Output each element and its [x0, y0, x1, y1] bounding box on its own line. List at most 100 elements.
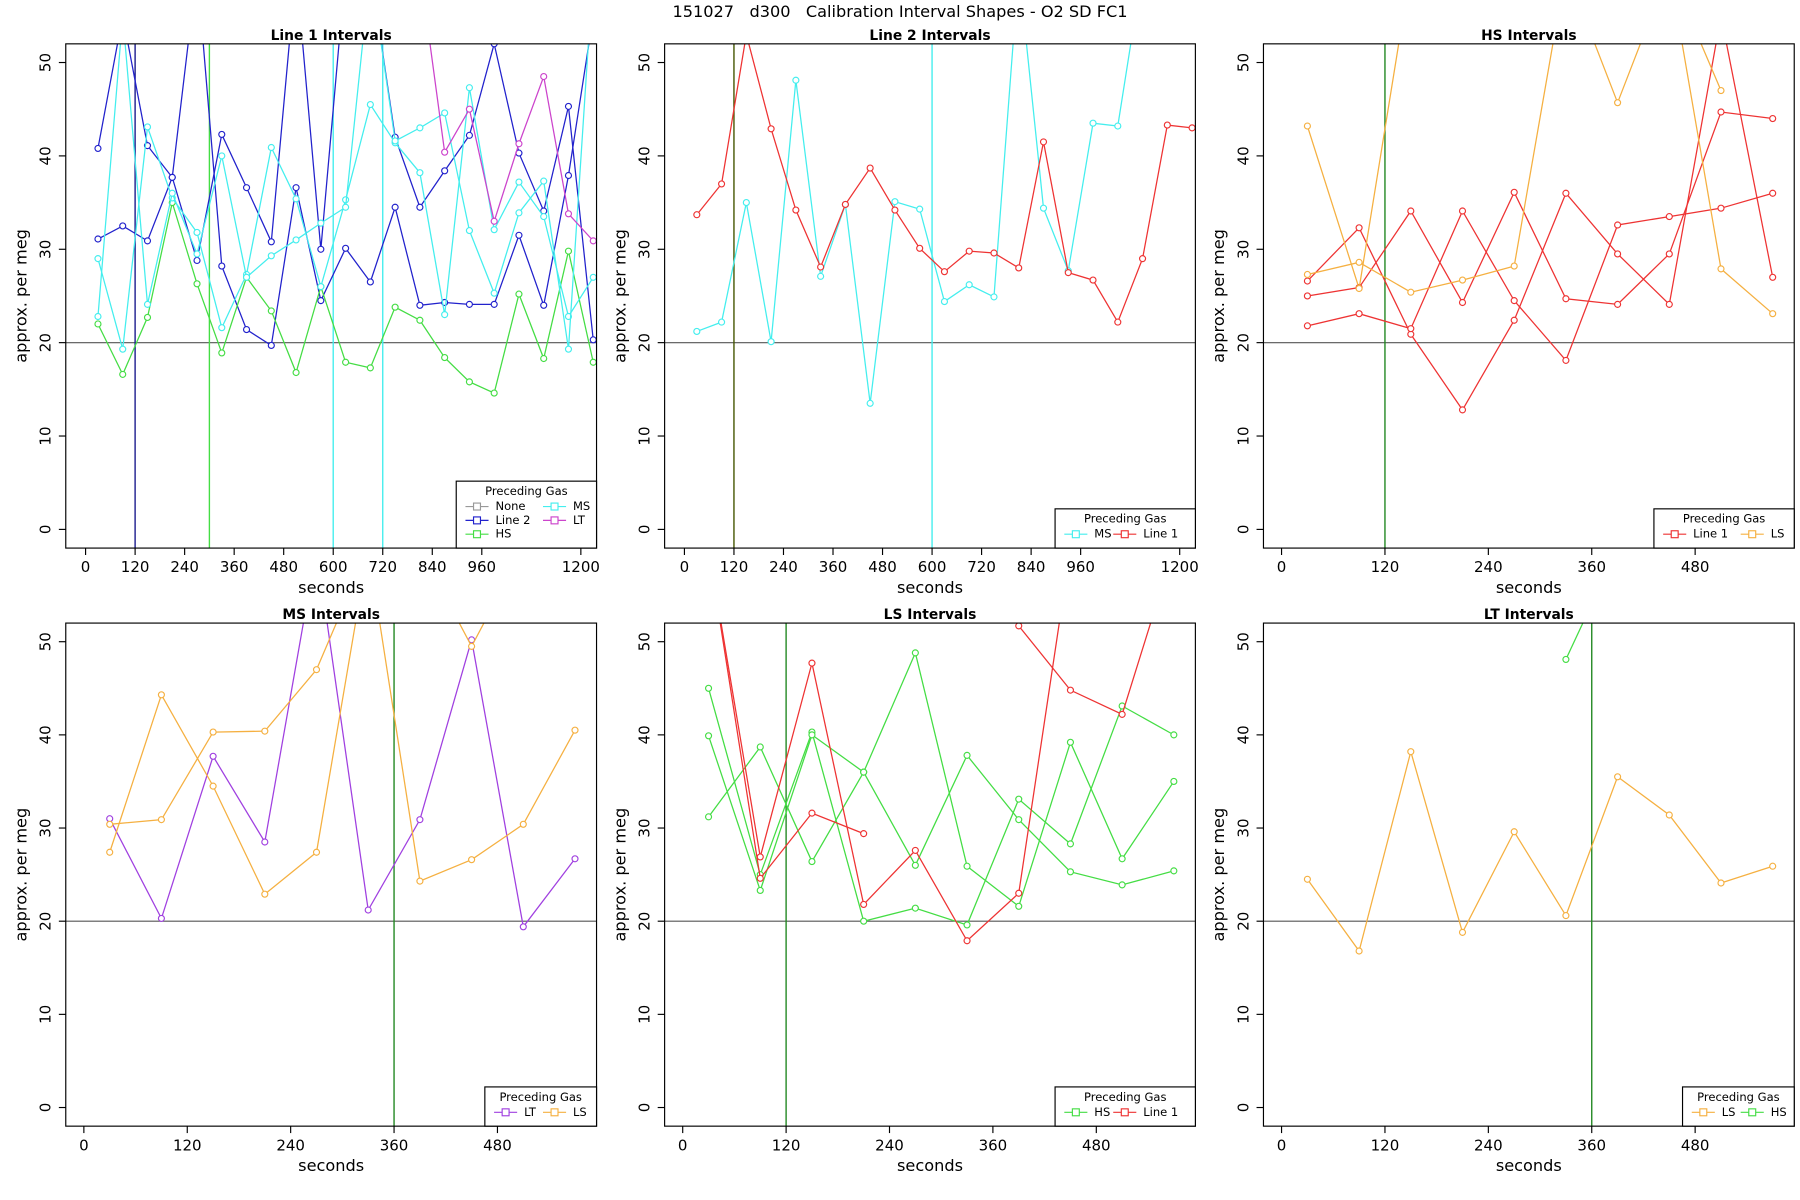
- y-tick-label: 30: [636, 818, 654, 837]
- data-point: [940, 297, 949, 306]
- x-tick-label: 1200: [562, 558, 600, 576]
- data-point: [792, 76, 800, 84]
- data-point: [965, 281, 973, 289]
- data-point: [143, 123, 152, 131]
- legend-label: None: [495, 499, 525, 513]
- data-point: [1717, 86, 1725, 95]
- x-tick-label: 120: [772, 1136, 801, 1154]
- data-point: [963, 862, 971, 870]
- x-tick-label: 360: [979, 1136, 1008, 1154]
- data-point: [963, 921, 971, 929]
- x-tick-label: 240: [1474, 558, 1503, 576]
- plot-frame: [1262, 43, 1795, 549]
- plot-area: [65, 13, 597, 549]
- data-point: [767, 125, 775, 133]
- data-point: [990, 249, 998, 257]
- data-point: [1510, 262, 1518, 270]
- legend-box: [484, 1086, 598, 1127]
- data-point: [589, 237, 597, 245]
- data-point: [157, 914, 165, 922]
- data-point: [1510, 297, 1518, 305]
- data-point: [866, 399, 874, 407]
- data-point: [1407, 207, 1415, 215]
- data-point: [1015, 264, 1023, 272]
- data-point: [1562, 356, 1570, 364]
- y-tick-label: 10: [1234, 1005, 1252, 1024]
- series-line: [1018, 623, 1152, 716]
- data-point: [704, 684, 713, 692]
- panel-title: Line 2 Intervals: [869, 28, 990, 44]
- data-point: [317, 245, 325, 253]
- data-point: [218, 130, 226, 138]
- data-point: [756, 874, 764, 882]
- data-point: [860, 900, 868, 909]
- legend-box: [1653, 508, 1795, 549]
- data-point: [267, 341, 275, 350]
- data-point: [742, 199, 750, 207]
- data-point: [292, 195, 300, 203]
- data-point: [1458, 406, 1467, 414]
- x-axis-label: seconds: [298, 578, 364, 597]
- data-point: [317, 219, 325, 227]
- data-point: [1562, 189, 1570, 197]
- data-point: [963, 937, 971, 945]
- data-point: [1089, 276, 1097, 284]
- figure-title: 151027 d300 Calibration Interval Shapes …: [672, 2, 1127, 21]
- panel: MS Intervals 0 120 240 360 480 0 10 20 30 40 50 seco…: [11, 607, 598, 1175]
- y-tick-label: 40: [37, 146, 55, 165]
- data-point: [267, 307, 275, 315]
- legend-title: Preceding Gas: [485, 484, 567, 498]
- data-point: [891, 206, 899, 214]
- legend-title: Preceding Gas: [499, 1090, 581, 1104]
- data-point: [1769, 114, 1777, 123]
- data-point: [767, 338, 775, 346]
- data-point: [515, 290, 523, 298]
- data-point: [1015, 623, 1023, 630]
- data-point: [1562, 295, 1570, 303]
- y-axis-label: approx. per meg: [1209, 808, 1228, 942]
- data-point: [1118, 855, 1126, 863]
- x-tick-label: 480: [269, 558, 298, 576]
- data-point: [704, 732, 713, 740]
- data-point: [209, 782, 217, 790]
- data-point: [1407, 325, 1415, 333]
- data-point: [490, 289, 498, 297]
- data-point: [193, 280, 201, 288]
- x-tick-label: 960: [467, 558, 496, 576]
- data-point: [911, 904, 919, 912]
- series-line: [1594, 43, 1722, 105]
- data-point: [860, 917, 868, 925]
- data-point: [1015, 816, 1023, 824]
- data-point: [416, 169, 424, 177]
- x-tick-label: 480: [483, 1136, 512, 1154]
- legend-box: [1054, 1086, 1196, 1127]
- legend-marker: [1670, 530, 1679, 539]
- data-point: [391, 303, 399, 311]
- data-point: [1066, 840, 1075, 848]
- data-point: [808, 659, 816, 667]
- legend-marker: [1748, 530, 1757, 539]
- x-tick-label: 360: [819, 558, 848, 576]
- legend-title: Preceding Gas: [1683, 512, 1765, 526]
- data-point: [693, 211, 701, 219]
- data-point: [94, 320, 102, 328]
- data-point: [1407, 748, 1415, 756]
- data-point: [317, 297, 325, 305]
- y-tick-label: 40: [636, 725, 654, 744]
- x-tick-label: 0: [79, 1136, 89, 1154]
- data-point: [940, 268, 949, 276]
- x-tick-label: 120: [1371, 1136, 1400, 1154]
- data-point: [120, 13, 126, 19]
- data-point: [119, 370, 127, 378]
- data-point: [490, 226, 498, 234]
- x-tick-label: 0: [1277, 558, 1287, 576]
- data-point: [540, 177, 548, 185]
- x-tick-label: 120: [173, 1136, 202, 1154]
- data-point: [94, 255, 102, 263]
- legend-marker: [472, 502, 482, 511]
- plot-area: [1263, 623, 1795, 1127]
- data-point: [292, 184, 300, 192]
- data-point: [1303, 270, 1311, 279]
- legend-label: MS: [1094, 527, 1111, 541]
- data-point: [366, 278, 374, 286]
